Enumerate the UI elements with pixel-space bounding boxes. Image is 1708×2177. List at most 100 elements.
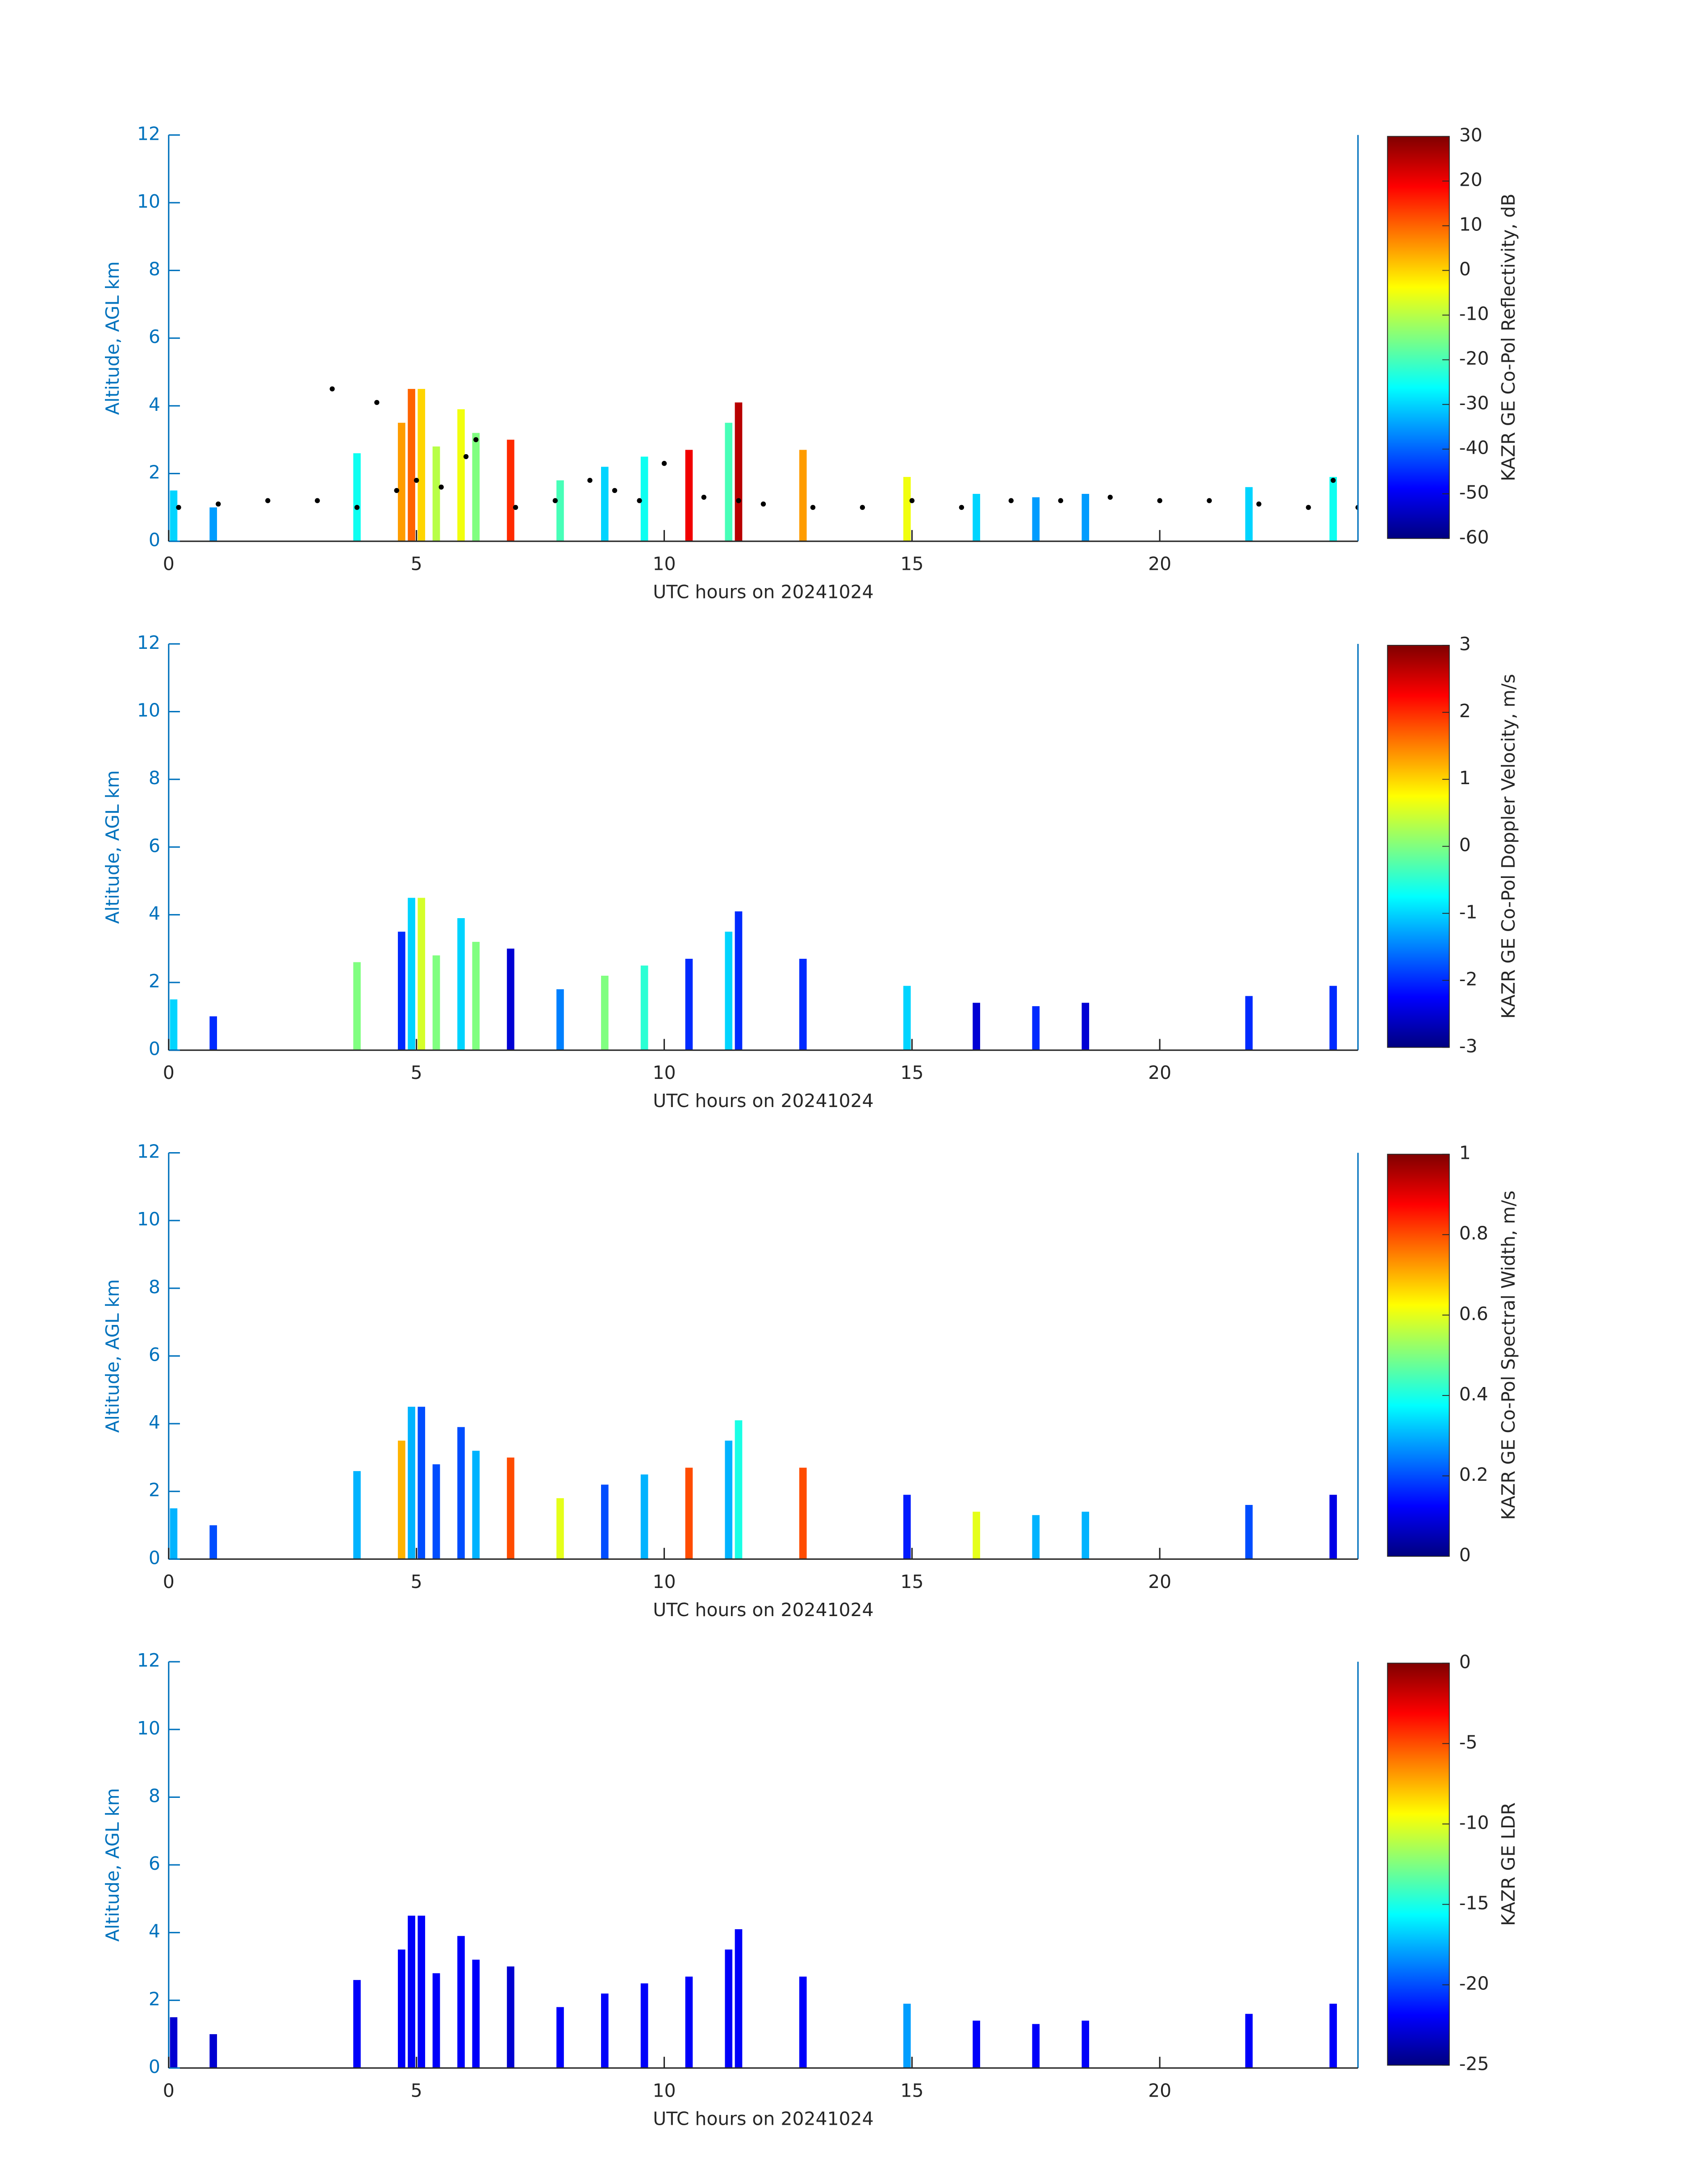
colorbar-tick-label: -10	[1459, 303, 1489, 325]
colorbar-tick-label: -15	[1459, 1893, 1489, 1914]
y-tick-label: 2	[149, 970, 160, 992]
x-tick-label: 5	[411, 1062, 422, 1083]
echo-column	[685, 450, 693, 542]
echo-column	[735, 1420, 743, 1559]
cloud-base-point	[587, 477, 593, 483]
echo-column	[1032, 1006, 1040, 1050]
y-axis-label: Altitude, AGL km	[102, 1279, 123, 1433]
y-axis-label: Altitude, AGL km	[102, 770, 123, 924]
y-tick-label: 10	[137, 1208, 160, 1230]
echo-column	[725, 1949, 733, 2068]
echo-column	[799, 450, 807, 542]
y-tick-label: 4	[149, 1921, 160, 1942]
echo-column	[1032, 1515, 1040, 1559]
echo-column	[209, 1525, 217, 1559]
y-tick-label: 8	[149, 259, 160, 280]
cloud-base-point	[473, 437, 479, 443]
echo-column	[353, 1980, 361, 2068]
echo-column	[353, 453, 361, 542]
y-tick-label: 2	[149, 461, 160, 483]
echo-column	[1329, 986, 1337, 1050]
x-tick-label: 10	[652, 2080, 676, 2101]
y-tick-label: 10	[137, 191, 160, 212]
echo-column	[418, 1407, 426, 1559]
colorbar-tick-label: -20	[1459, 348, 1489, 369]
y-tick-label: 6	[149, 835, 160, 857]
cloud-base-point	[661, 461, 667, 466]
plot-area	[170, 386, 1358, 542]
colorbar-tick-label: -25	[1459, 2053, 1489, 2075]
y-tick-label: 2	[149, 1988, 160, 2010]
echo-column	[685, 1467, 693, 1559]
cloud-base-point	[909, 498, 915, 503]
y-tick-label: 6	[149, 1344, 160, 1365]
echo-column	[472, 1450, 480, 1559]
x-tick-label: 0	[163, 2080, 175, 2101]
echo-column	[903, 477, 911, 542]
echo-column	[398, 422, 405, 542]
echo-column	[170, 2017, 178, 2068]
colorbar-tick-label: 0	[1459, 259, 1471, 280]
colorbar-tick-label: -30	[1459, 393, 1489, 414]
colorbar-tick-label: 10	[1459, 213, 1482, 235]
echo-column	[556, 1498, 564, 1559]
cloud-base-point	[265, 498, 271, 503]
echo-column	[1329, 1495, 1337, 1559]
y-tick-label: 10	[137, 700, 160, 721]
colorbar-tick-label: 2	[1459, 700, 1471, 722]
echo-column	[507, 949, 514, 1050]
colorbar-tick-label: -20	[1459, 1973, 1489, 1994]
echo-column	[209, 2034, 217, 2068]
x-axis-label: UTC hours on 20241024	[653, 2108, 873, 2129]
echo-column	[735, 402, 743, 542]
echo-column	[398, 1949, 405, 2068]
echo-column	[685, 1976, 693, 2068]
colorbar-tick-label: -40	[1459, 437, 1489, 459]
y-tick-label: 0	[149, 2056, 160, 2077]
cloud-base-point	[552, 498, 558, 503]
echo-column	[799, 1467, 807, 1559]
echo-column	[725, 1440, 733, 1559]
echo-column	[973, 493, 980, 542]
echo-column	[472, 1960, 480, 2068]
cloud-base-point	[612, 488, 618, 493]
colorbar-tick-label: -50	[1459, 482, 1489, 503]
colorbar	[1387, 1153, 1450, 1557]
colorbar-tick-label: 1	[1459, 1142, 1471, 1164]
x-tick-label: 20	[1148, 2080, 1171, 2101]
colorbar-tick-label: -5	[1459, 1731, 1478, 1753]
colorbar-label: KAZR GE Co-Pol Reflectivity, dB	[1498, 193, 1519, 481]
echo-column	[398, 1440, 405, 1559]
x-tick-label: 10	[652, 1062, 676, 1083]
echo-column	[973, 1003, 980, 1050]
x-tick-label: 5	[411, 1571, 422, 1592]
cloud-base-point	[374, 400, 380, 405]
echo-column	[973, 2020, 980, 2068]
echo-column	[1329, 2003, 1337, 2068]
echo-column	[432, 1973, 440, 2068]
echo-column	[799, 1976, 807, 2068]
y-tick-label: 8	[149, 1785, 160, 1806]
echo-column	[601, 975, 609, 1050]
echo-column	[1032, 2024, 1040, 2068]
cloud-base-point	[760, 501, 766, 507]
cloud-base-point	[413, 477, 419, 483]
echo-column	[640, 1983, 648, 2068]
cloud-base-point	[959, 505, 964, 510]
echo-column	[432, 446, 440, 542]
echo-column	[418, 1915, 426, 2068]
echo-column	[170, 1508, 178, 1559]
echo-column	[457, 1936, 465, 2068]
echo-column	[408, 1407, 415, 1559]
y-tick-label: 6	[149, 1853, 160, 1874]
x-axis-label: UTC hours on 20241024	[653, 581, 873, 603]
echo-column	[1245, 487, 1253, 542]
cloud-base-point	[810, 505, 816, 510]
x-tick-label: 15	[900, 1062, 923, 1083]
x-tick-label: 20	[1148, 553, 1171, 575]
colorbar-tick-label: 0.6	[1459, 1303, 1488, 1325]
colorbar-tick-label: 0.2	[1459, 1464, 1488, 1485]
colorbar-tick-label: -60	[1459, 526, 1489, 548]
echo-column	[725, 422, 733, 542]
echo-column	[556, 2007, 564, 2068]
